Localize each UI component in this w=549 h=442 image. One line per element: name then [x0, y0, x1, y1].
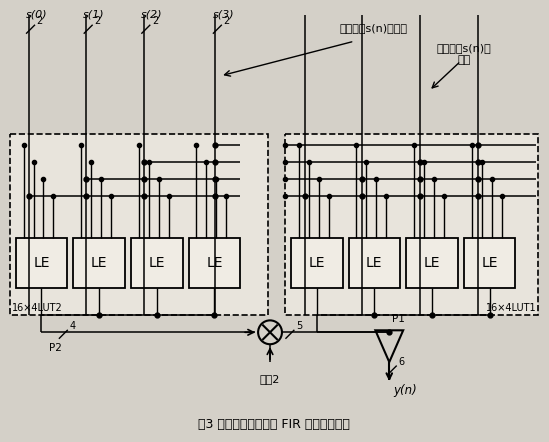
Text: 2: 2 [36, 16, 43, 26]
Text: s(1): s(1) [83, 9, 105, 19]
Text: s(3): s(3) [212, 9, 234, 19]
Bar [406, 238, 458, 288]
Bar [131, 238, 183, 288]
Text: 输入信号s(n)的高位: 输入信号s(n)的高位 [340, 23, 407, 33]
Bar [349, 238, 400, 288]
Bar [15, 238, 68, 288]
Text: LE: LE [148, 256, 165, 270]
Text: 6: 6 [398, 357, 405, 367]
Text: LE: LE [481, 256, 498, 270]
Text: LE: LE [91, 256, 108, 270]
Text: 图3 基于查找表结构的 FIR 滤波器结构图: 图3 基于查找表结构的 FIR 滤波器结构图 [198, 418, 350, 431]
Bar [285, 133, 539, 316]
Text: 2: 2 [223, 16, 229, 26]
Text: y(n): y(n) [393, 384, 417, 397]
Text: P1: P1 [392, 314, 405, 324]
Text: 2: 2 [152, 16, 158, 26]
Text: 2: 2 [94, 16, 100, 26]
Bar [291, 238, 343, 288]
Text: 乘以2: 乘以2 [260, 374, 280, 384]
Text: LE: LE [206, 256, 223, 270]
Text: s(0): s(0) [26, 9, 47, 19]
Bar [464, 238, 516, 288]
Text: 16×4LUT1: 16×4LUT1 [486, 303, 536, 313]
Text: LE: LE [366, 256, 383, 270]
Text: 输入信号s(n)的
低位: 输入信号s(n)的 低位 [436, 43, 491, 65]
Text: 4: 4 [69, 321, 75, 332]
Bar [10, 133, 268, 316]
Text: LE: LE [424, 256, 440, 270]
Text: LE: LE [309, 256, 325, 270]
Bar [188, 238, 240, 288]
Bar [73, 238, 125, 288]
Text: s(2): s(2) [141, 9, 163, 19]
Text: P2: P2 [49, 343, 62, 353]
Text: LE: LE [33, 256, 50, 270]
Text: 16×4LUT2: 16×4LUT2 [12, 303, 63, 313]
Text: 5: 5 [296, 321, 302, 332]
